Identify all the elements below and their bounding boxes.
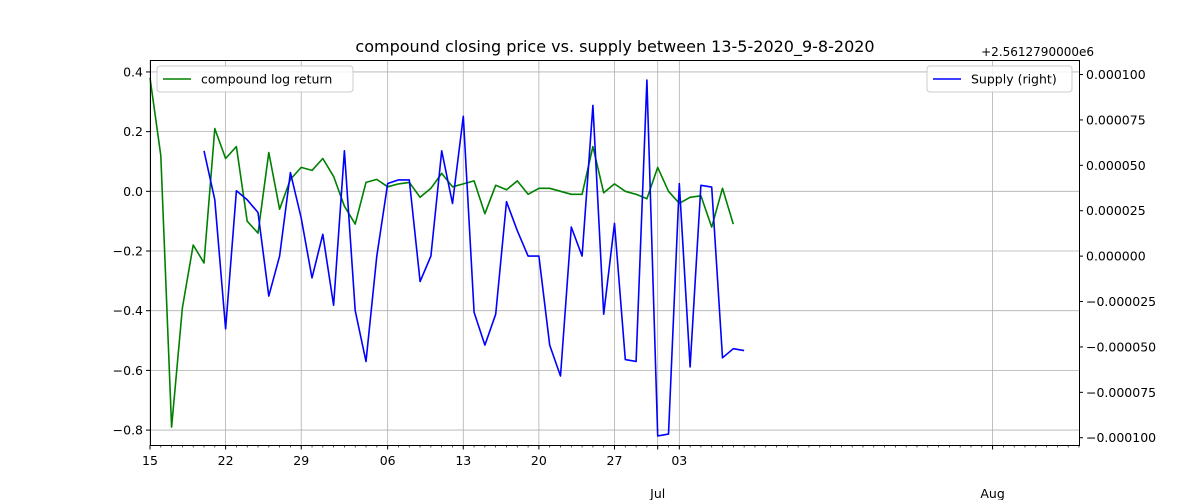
x-tick-label: 13	[455, 453, 471, 468]
legend-right-box	[926, 65, 1073, 93]
x-tick-label: 22	[218, 453, 234, 468]
y-left-tick-label: 0.4	[123, 64, 143, 79]
legend-left: compound log return	[156, 65, 354, 93]
y-right-tick-label: 0.000075	[1086, 112, 1146, 127]
axes: −0.8 −0.6 −0.4 −0.2 0.0 0.2 0.4 −0.000100 −0.000…	[113, 64, 1157, 500]
y-right-tick-label: −0.000050	[1086, 339, 1156, 354]
chart-title: compound closing price vs. supply betwee…	[355, 37, 874, 57]
y-right-tick-label: −0.000100	[1086, 430, 1156, 445]
y-left-tick-label: −0.2	[113, 244, 143, 259]
y-right-tick-label: 0.000025	[1086, 203, 1146, 218]
y-right-tick-label: 0.000100	[1086, 67, 1146, 82]
y-right-tick-label: −0.000075	[1086, 385, 1156, 400]
series-line-supply	[203, 79, 745, 437]
x-tick-label: 03	[671, 453, 687, 468]
y-left-tick-label: 0.2	[123, 124, 143, 139]
y-left-tick-label: −0.4	[113, 303, 143, 318]
series-line-log-return	[149, 77, 735, 428]
x-month-label: Jul	[649, 486, 665, 500]
y-right-tick-label: 0.000050	[1086, 158, 1146, 173]
x-tick-label: 20	[531, 453, 547, 468]
legend-left-box	[156, 65, 354, 93]
y-left-tick-label: −0.6	[113, 363, 143, 378]
x-tick-label: 29	[293, 453, 309, 468]
y-left-tick-label: 0.0	[123, 184, 143, 199]
legend-right: Supply (right)	[926, 65, 1073, 93]
x-tick-label: 06	[380, 453, 396, 468]
y-right-tick-label: −0.000025	[1086, 294, 1156, 309]
x-tick-label: 15	[142, 453, 158, 468]
right-axis-offset-label: +2.5612790000e6	[981, 45, 1094, 59]
x-tick-label: 27	[607, 453, 623, 468]
legend-left-label: compound log return	[201, 72, 332, 87]
legend-right-label: Supply (right)	[971, 72, 1057, 87]
series-lines	[149, 77, 745, 437]
x-month-label: Aug	[980, 486, 1004, 500]
y-right-tick-label: 0.000000	[1086, 249, 1146, 264]
y-left-tick-label: −0.8	[113, 423, 143, 438]
